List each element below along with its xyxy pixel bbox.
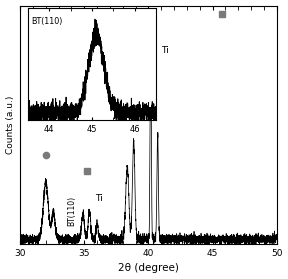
X-axis label: 2θ (degree): 2θ (degree) <box>118 263 179 273</box>
Y-axis label: Counts (a.u.): Counts (a.u.) <box>5 96 15 154</box>
Text: Ti: Ti <box>136 103 144 112</box>
Text: Ti: Ti <box>95 194 103 203</box>
Text: Ti: Ti <box>161 47 168 56</box>
Text: BT(110): BT(110) <box>68 196 77 226</box>
